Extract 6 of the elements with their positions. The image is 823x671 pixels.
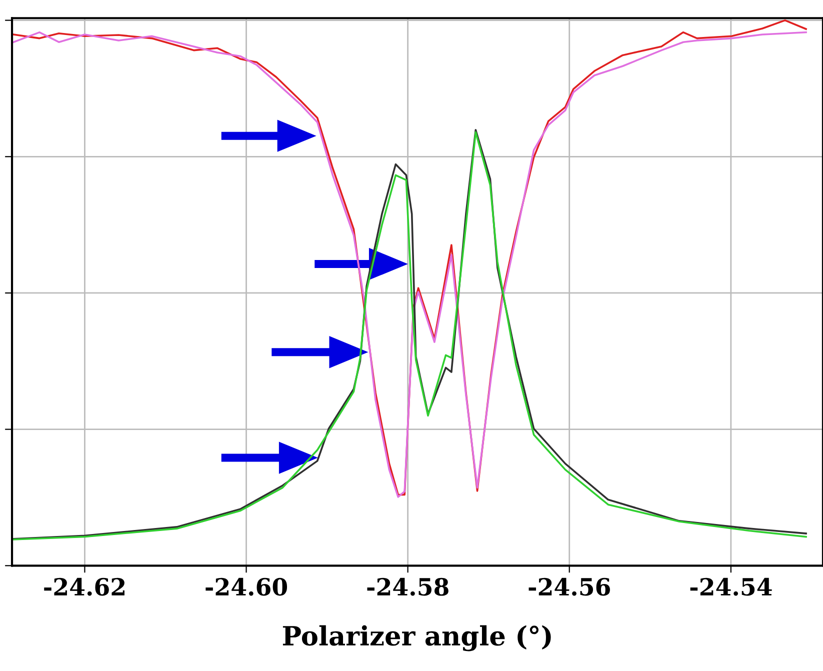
x-tick-label: -24.62 <box>44 578 124 596</box>
x-tick-label: -24.56 <box>528 578 610 596</box>
x-axis-title: Polarizer angle (°) <box>282 625 551 652</box>
x-tick-label: -24.58 <box>367 578 448 596</box>
x-tick-label: -24.60 <box>206 578 288 596</box>
x-tick-label: -24.54 <box>690 578 772 596</box>
